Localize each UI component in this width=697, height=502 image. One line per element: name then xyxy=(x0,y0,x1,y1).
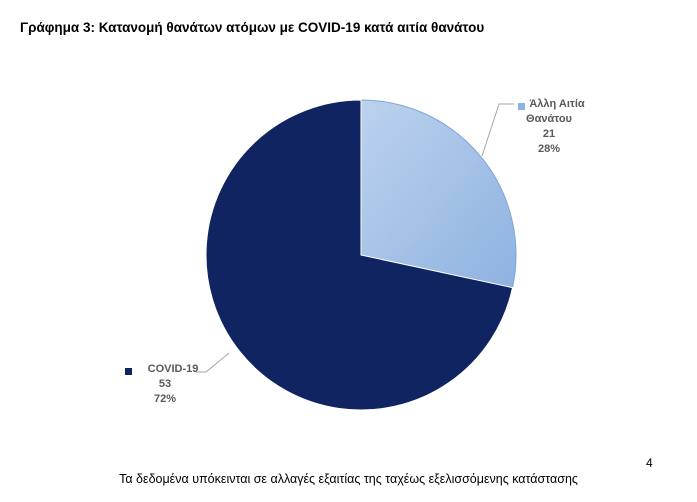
slice-percent-label: 72% xyxy=(154,393,176,405)
slice-percent-label: 28% xyxy=(538,143,560,155)
pie-data-labels: Άλλη Αιτία Θανάτου 21 28% COVID-19 53 72% xyxy=(125,98,585,405)
slice-other-cause xyxy=(360,99,517,289)
slice-value-label: 53 xyxy=(159,378,171,390)
leader-line xyxy=(196,352,230,373)
label-covid19: COVID-19 53 72% xyxy=(125,352,230,405)
page-number: 4 xyxy=(646,456,653,470)
slice-value-label: 21 xyxy=(543,128,555,140)
legend-swatch xyxy=(125,368,132,375)
legend-swatch xyxy=(518,103,525,110)
label-other-cause: Άλλη Αιτία Θανάτου 21 28% xyxy=(481,98,585,157)
footer-note: Τα δεδομένα υπόκεινται σε αλλαγές εξαιτί… xyxy=(119,472,578,486)
page-title: Γράφημα 3: Κατανομή θανάτων ατόμων με CO… xyxy=(20,20,485,35)
slice-name-label: Άλλη Αιτία xyxy=(529,98,585,110)
leader-line xyxy=(481,103,514,157)
slice-covid19 xyxy=(205,99,514,411)
slice-name-label: Θανάτου xyxy=(526,113,572,125)
pie-slices xyxy=(205,99,517,411)
slice-name-label: COVID-19 xyxy=(148,363,199,375)
